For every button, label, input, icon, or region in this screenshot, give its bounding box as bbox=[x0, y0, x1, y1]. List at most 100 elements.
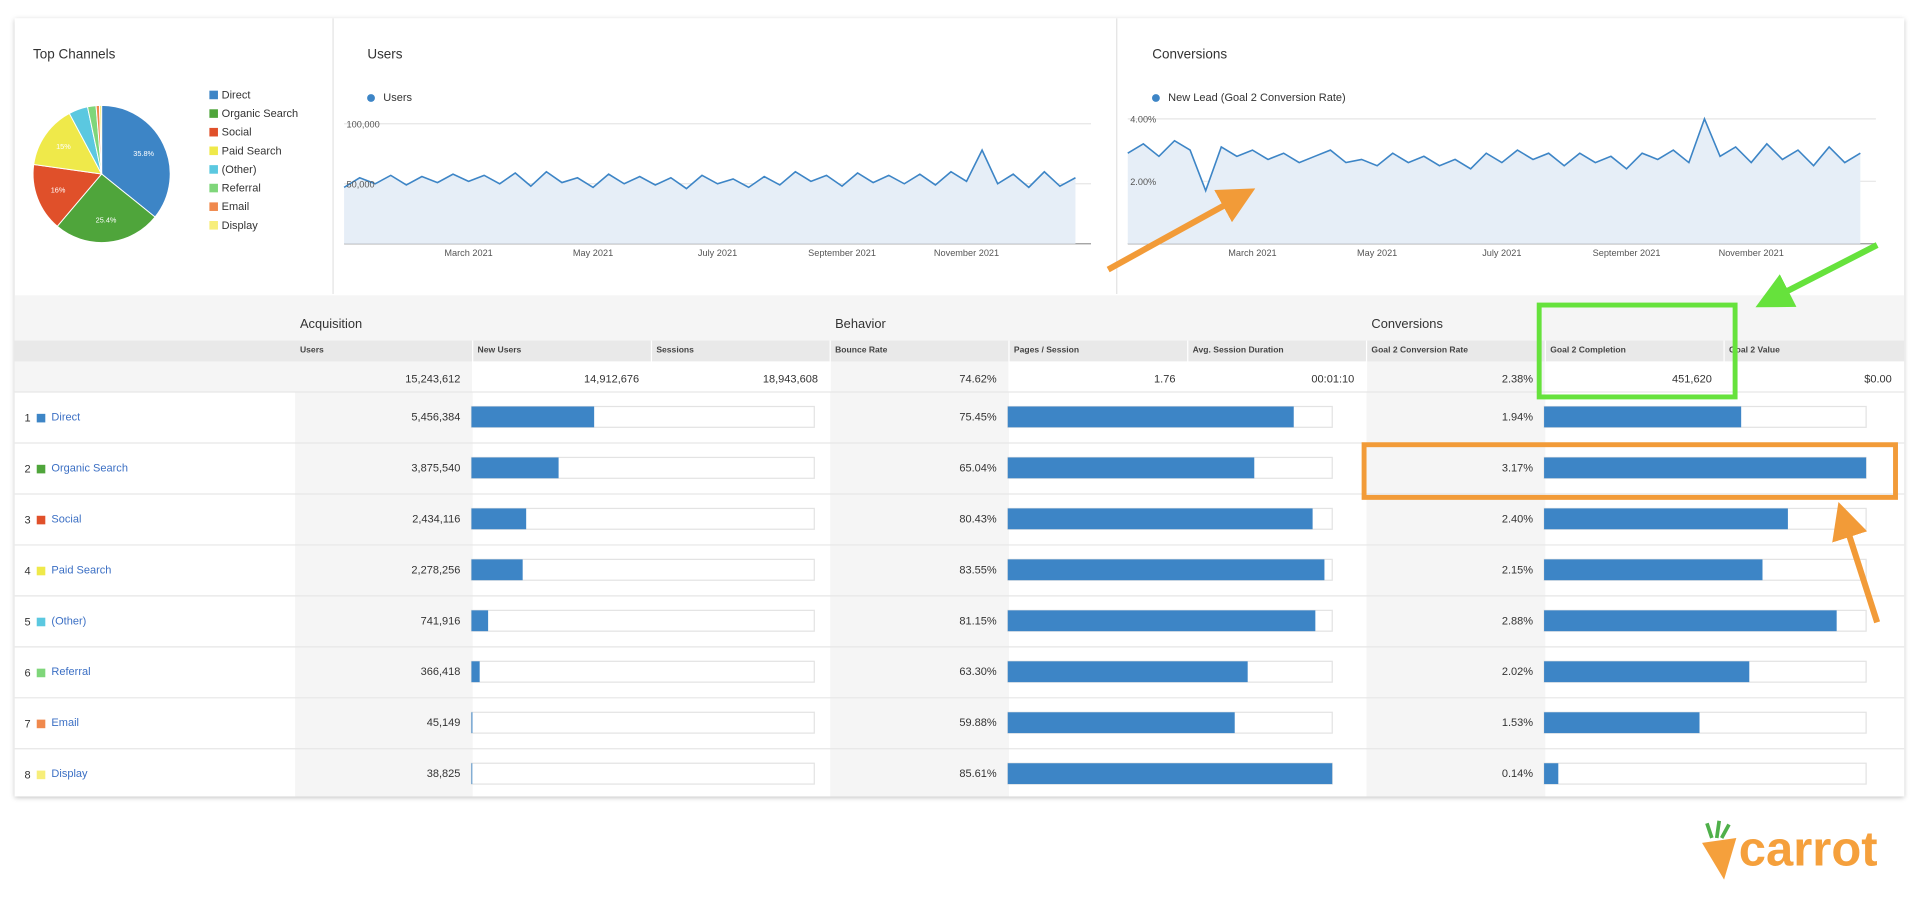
bar bbox=[1544, 508, 1788, 530]
pie-slice bbox=[32, 163, 103, 227]
row-name[interactable]: Social bbox=[51, 513, 81, 525]
legend-dot bbox=[1152, 94, 1160, 102]
legend-swatch bbox=[209, 165, 218, 174]
x-tick-label: November 2021 bbox=[934, 248, 999, 258]
y-tick-label: 50,000 bbox=[347, 179, 375, 189]
cell-value: 1.53% bbox=[1502, 717, 1533, 729]
column-header: Goal 2 Completion bbox=[1550, 345, 1626, 355]
bar bbox=[1007, 457, 1255, 479]
logo-icon bbox=[1702, 837, 1737, 880]
cell-value: 2.02% bbox=[1502, 666, 1533, 678]
legend-dot bbox=[367, 94, 375, 102]
legend-swatch bbox=[209, 127, 218, 137]
cell-value: 1.94% bbox=[1502, 411, 1533, 423]
slice-label: 16% bbox=[51, 186, 66, 195]
cell-value: 59.88% bbox=[959, 717, 997, 729]
row-swatch bbox=[36, 566, 46, 576]
bar bbox=[471, 559, 523, 581]
legend-swatch bbox=[209, 146, 218, 156]
x-tick-label: July 2021 bbox=[1482, 248, 1521, 258]
legend-label: Direct bbox=[222, 89, 251, 101]
x-tick-label: November 2021 bbox=[1719, 248, 1784, 258]
legend-label: Organic Search bbox=[222, 108, 299, 120]
column-header: Bounce Rate bbox=[835, 345, 888, 355]
total-value: 00:01:10 bbox=[1311, 374, 1354, 386]
bar bbox=[1544, 406, 1742, 428]
row-rank: 1 bbox=[24, 413, 30, 425]
row-swatch bbox=[36, 668, 46, 678]
cell-value: 3,875,540 bbox=[411, 462, 460, 474]
slice-label: 35.8% bbox=[133, 149, 154, 158]
cell-value: 741,916 bbox=[421, 615, 461, 627]
line-series bbox=[1127, 116, 1861, 193]
pie-slice bbox=[33, 112, 103, 175]
legend-label: Display bbox=[222, 220, 259, 232]
bar bbox=[471, 712, 473, 734]
column-header: Goal 2 Value bbox=[1729, 345, 1780, 355]
row-name[interactable]: Direct bbox=[51, 411, 80, 423]
cell-value: 366,418 bbox=[421, 666, 461, 678]
x-tick-label: September 2021 bbox=[1593, 248, 1661, 258]
bar-track bbox=[470, 558, 815, 581]
column-header: Sessions bbox=[656, 345, 694, 355]
line-area bbox=[1127, 118, 1861, 244]
content: Top Channels 35.8% Direct 25.4% Organic Sear… bbox=[14, 47, 1905, 785]
total-value: 451,620 bbox=[1672, 374, 1712, 386]
row-name[interactable]: Referral bbox=[51, 666, 90, 678]
bar bbox=[471, 406, 595, 428]
chart-title: Top Channels bbox=[33, 47, 116, 62]
cell-value: 5,456,384 bbox=[411, 411, 460, 423]
legend-label: Users bbox=[383, 92, 412, 104]
x-tick-label: May 2021 bbox=[573, 248, 613, 258]
cell-value: 75.45% bbox=[959, 411, 997, 423]
bar-track bbox=[470, 609, 815, 632]
group-label: Acquisition bbox=[300, 316, 362, 331]
legend-swatch bbox=[209, 90, 218, 100]
label-column bbox=[14, 392, 296, 797]
row-swatch bbox=[36, 617, 46, 627]
legend-swatch bbox=[209, 221, 218, 230]
bar bbox=[471, 763, 473, 785]
row-rank: 6 bbox=[24, 667, 30, 679]
row-swatch bbox=[36, 719, 46, 729]
row-name[interactable]: Organic Search bbox=[51, 462, 128, 474]
y-tick-label: 2.00% bbox=[1130, 177, 1156, 187]
bar bbox=[1544, 661, 1750, 683]
row-name[interactable]: Paid Search bbox=[51, 564, 111, 576]
logo-text: carrot bbox=[1739, 823, 1878, 877]
cell-value: 65.04% bbox=[959, 462, 997, 474]
legend-label: Referral bbox=[222, 183, 261, 195]
highlight-box bbox=[1536, 302, 1738, 400]
bar bbox=[471, 610, 489, 632]
row-rank: 8 bbox=[24, 769, 30, 781]
header-row bbox=[14, 340, 1905, 362]
y-tick-label: 4.00% bbox=[1130, 114, 1156, 124]
bar bbox=[1007, 661, 1248, 683]
row-name[interactable]: Display bbox=[51, 768, 88, 780]
bar bbox=[471, 457, 559, 479]
line-series bbox=[343, 148, 1076, 190]
row-rank: 7 bbox=[24, 718, 30, 730]
legend-swatch bbox=[209, 183, 218, 193]
cell-value: 63.30% bbox=[959, 666, 997, 678]
row-swatch bbox=[36, 515, 46, 525]
x-tick-label: March 2021 bbox=[444, 248, 492, 258]
cell-value: 2.15% bbox=[1502, 564, 1533, 576]
cell-value: 83.55% bbox=[959, 564, 997, 576]
bar bbox=[1544, 457, 1867, 479]
group-label: Behavior bbox=[835, 316, 886, 331]
cell-value: 45,149 bbox=[427, 717, 461, 729]
arrow bbox=[1832, 501, 1881, 624]
total-value: 18,943,608 bbox=[763, 374, 818, 386]
cell-value: 2.88% bbox=[1502, 615, 1533, 627]
row-name[interactable]: (Other) bbox=[51, 615, 86, 627]
slice-label: 15% bbox=[56, 142, 71, 151]
legend-label: Paid Search bbox=[222, 145, 282, 157]
logo-leaves bbox=[1705, 820, 1731, 839]
total-value: 15,243,612 bbox=[405, 374, 460, 386]
legend-swatch bbox=[209, 109, 218, 118]
row-name[interactable]: Email bbox=[51, 717, 79, 729]
pie-slice bbox=[101, 104, 171, 218]
bar bbox=[471, 508, 527, 530]
